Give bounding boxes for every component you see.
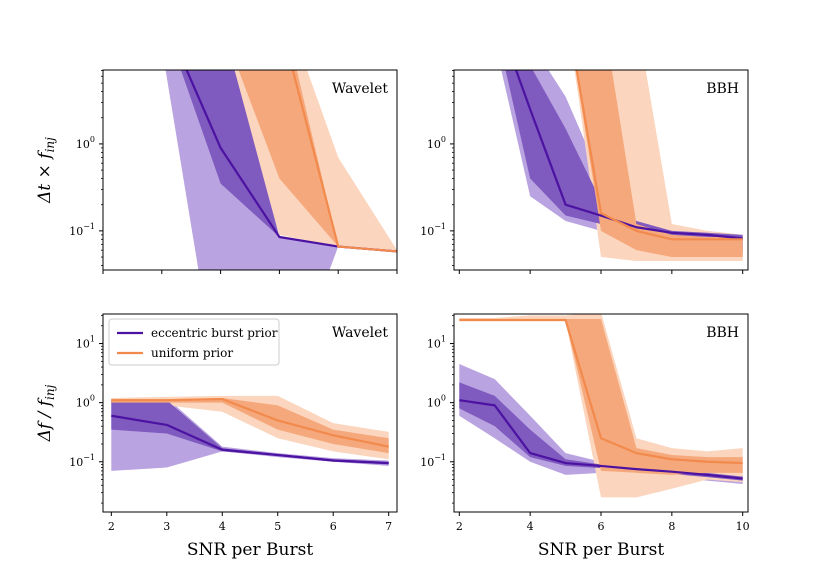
legend-label-eccentric: eccentric burst prior <box>151 326 278 340</box>
y-tick-label: 101 <box>76 335 95 351</box>
y-tick-exponent: −1 <box>83 222 95 231</box>
x-tick-label: 7 <box>385 520 392 533</box>
y-tick-label: 10−1 <box>69 453 95 469</box>
uniform-inner-band <box>111 397 389 454</box>
y-tick-label: 10−1 <box>420 453 446 469</box>
eccentric-inner-band <box>505 70 743 252</box>
y-tick-exponent: 0 <box>441 135 446 144</box>
panel-label: Wavelet <box>332 81 388 97</box>
y-axis-label-subscript: inj <box>43 384 57 400</box>
x-axis-label: SNR per Burst <box>538 540 664 560</box>
x-axis-label: SNR per Burst <box>187 540 313 560</box>
y-tick-exponent: −1 <box>83 453 95 462</box>
y-tick-label: 100 <box>427 394 446 410</box>
y-tick-label: 100 <box>76 135 95 151</box>
uniform-median-line <box>111 397 389 448</box>
x-tick-label: 4 <box>527 520 534 533</box>
y-tick-label: 100 <box>427 135 446 151</box>
x-tick-label: 4 <box>219 520 226 533</box>
x-tick-label: 3 <box>163 520 170 533</box>
y-axis-label-main: Δf / f <box>35 397 55 442</box>
uniform-median-line <box>459 318 743 465</box>
y-tick-exponent: 1 <box>441 335 446 344</box>
eccentric-inner-band <box>180 70 397 252</box>
y-tick-exponent: 0 <box>90 394 95 403</box>
uniform-median-line <box>291 70 397 253</box>
y-tick-label: 10−1 <box>420 222 446 238</box>
plot-area <box>111 395 389 471</box>
legend-label-uniform: uniform prior <box>151 346 233 360</box>
x-tick-label: 6 <box>598 520 605 533</box>
plot-area <box>501 70 743 262</box>
uniform-median-line <box>575 70 743 241</box>
uniform-inner-band <box>575 70 743 258</box>
legend: eccentric burst prior uniform prior <box>108 318 280 366</box>
y-axis-label-subscript: inj <box>43 137 57 153</box>
y-tick-label: 100 <box>76 394 95 410</box>
eccentric-inner-band <box>459 382 743 481</box>
plot-area <box>165 70 397 270</box>
x-tick-label: 5 <box>274 520 281 533</box>
panel-top-right: 10−1 100 BBH <box>420 69 749 274</box>
panel-top-left: 10−1 100 Wavelet Δt × finj <box>35 69 398 274</box>
eccentric-median-line <box>111 414 389 465</box>
y-tick-exponent: −1 <box>434 453 446 462</box>
y-tick-exponent: −1 <box>434 222 446 231</box>
y-axis-label: Δf / finj <box>35 384 57 442</box>
eccentric-inner-band <box>111 400 389 465</box>
x-tick-label: 6 <box>330 520 337 533</box>
x-tick-label: 2 <box>456 520 463 533</box>
eccentric-median-line <box>459 399 743 480</box>
panel-label: BBH <box>706 81 739 97</box>
uniform-outer-band <box>111 395 389 460</box>
y-tick-exponent: 0 <box>441 394 446 403</box>
x-tick-label: 8 <box>668 520 675 533</box>
y-axis-label-main: Δt × f <box>35 150 55 204</box>
plot-area <box>459 314 743 498</box>
y-tick-exponent: 0 <box>90 135 95 144</box>
y-tick-label: 101 <box>427 335 446 351</box>
eccentric-median-line <box>514 70 743 240</box>
y-tick-exponent: 1 <box>90 335 95 344</box>
uniform-inner-band <box>238 70 397 252</box>
panel-label: Wavelet <box>332 325 388 341</box>
axes-frame <box>102 313 398 513</box>
y-tick-label: 10−1 <box>69 222 95 238</box>
x-tick-label: 2 <box>108 520 115 533</box>
panel-label: BBH <box>706 325 739 341</box>
uniform-inner-band <box>459 319 743 475</box>
x-tick-label: 10 <box>736 520 750 533</box>
y-axis-label: Δt × finj <box>35 137 57 204</box>
legend-box <box>108 318 280 366</box>
